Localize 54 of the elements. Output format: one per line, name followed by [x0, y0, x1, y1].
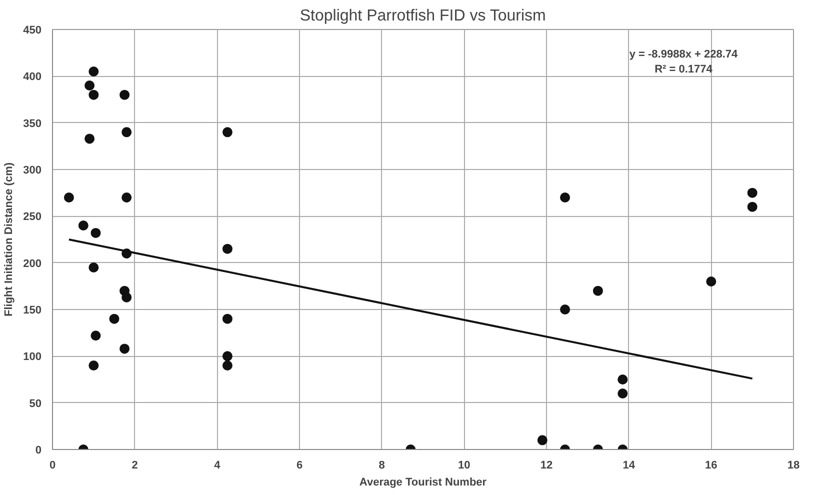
point	[84, 134, 95, 144]
point	[109, 314, 120, 324]
point	[90, 228, 101, 238]
point	[537, 435, 548, 446]
y-tick-label: 350	[23, 118, 42, 130]
x-tick-label: 0	[49, 460, 56, 472]
point	[64, 192, 74, 202]
point	[88, 90, 99, 100]
y-tick-label: 50	[29, 398, 42, 410]
x-tick-label: 14	[622, 460, 636, 472]
point	[222, 351, 232, 362]
point	[618, 374, 628, 384]
point	[122, 192, 132, 202]
y-tick-label: 0	[35, 444, 42, 456]
y-tick-label: 400	[23, 71, 42, 84]
x-tick-label: 16	[705, 460, 718, 472]
point	[78, 220, 88, 230]
x-axis-title: Average Tourist Number	[359, 476, 488, 488]
point	[120, 90, 130, 100]
y-tick-label: 100	[23, 351, 42, 364]
point	[84, 80, 95, 90]
point	[222, 360, 232, 370]
point	[747, 188, 758, 198]
y-tick-label: 250	[23, 211, 42, 224]
y-tick-label: 300	[23, 164, 42, 176]
x-tick-label: 6	[296, 460, 303, 472]
annotation: y = -8.9988x + 228.74 R² = 0.1774	[629, 48, 739, 76]
point	[122, 127, 132, 138]
point	[222, 127, 232, 138]
x-tick-label: 4	[214, 460, 222, 472]
point	[560, 304, 570, 314]
point	[90, 330, 101, 341]
x-tick-label: 18	[787, 460, 800, 472]
point	[618, 388, 628, 398]
point	[88, 262, 99, 272]
point	[560, 192, 570, 202]
point	[592, 286, 603, 296]
x-tick-label: 12	[540, 460, 553, 472]
y-tick-label: 150	[23, 304, 42, 316]
y-tick-label: 450	[23, 24, 42, 36]
point	[222, 244, 232, 254]
point	[88, 66, 99, 76]
y-axis-title: Flight Initiation Distance (cm)	[3, 162, 16, 317]
point	[706, 276, 716, 286]
point	[747, 202, 758, 212]
chart-title: Stoplight Parrotfish FID vs Tourism	[300, 8, 546, 24]
x-tick-label: 8	[378, 460, 385, 472]
y-tick-label: 200	[23, 258, 42, 270]
point	[222, 314, 232, 324]
x-tick-label: 10	[458, 460, 470, 472]
x-tick-label: 2	[132, 460, 138, 472]
point	[122, 292, 132, 302]
point	[88, 360, 99, 370]
point	[120, 344, 130, 354]
